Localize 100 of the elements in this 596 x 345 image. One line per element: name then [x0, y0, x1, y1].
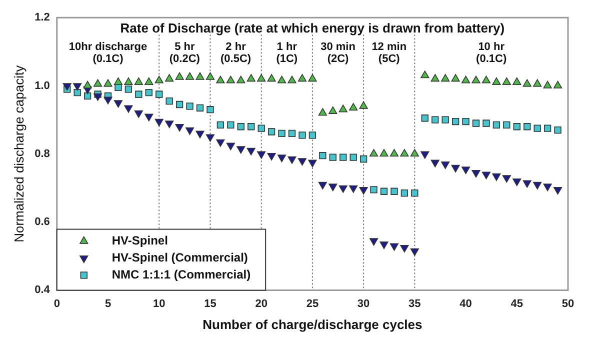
- point: [308, 74, 317, 82]
- point: [154, 76, 164, 84]
- point: [196, 130, 204, 138]
- point: [236, 76, 246, 84]
- point: [216, 76, 225, 84]
- point: [522, 180, 532, 188]
- point: [380, 242, 388, 250]
- point: [196, 104, 204, 112]
- point: [166, 98, 173, 105]
- point: [390, 243, 399, 251]
- point: [144, 114, 154, 122]
- point: [84, 92, 92, 100]
- point: [461, 76, 470, 84]
- point: [512, 178, 522, 186]
- point: [277, 154, 286, 162]
- point: [278, 130, 286, 138]
- point: [430, 160, 440, 168]
- point: [267, 152, 276, 161]
- point: [400, 149, 409, 157]
- point: [308, 132, 316, 139]
- chart-title: Rate of Discharge (rate at which energy is drawn from battery): [120, 20, 505, 36]
- point: [533, 79, 542, 87]
- point: [400, 190, 408, 197]
- point: [196, 72, 204, 80]
- point: [165, 120, 174, 128]
- x-tick-label: 5: [104, 298, 112, 310]
- point: [420, 151, 430, 159]
- point: [124, 77, 133, 85]
- point: [442, 116, 449, 124]
- x-tick-label: 15: [204, 298, 216, 310]
- point: [370, 186, 378, 194]
- annotation: 30 min (2C): [320, 41, 356, 66]
- point: [114, 77, 123, 85]
- point: [410, 248, 419, 256]
- point: [257, 74, 266, 82]
- point: [533, 182, 542, 190]
- point: [513, 123, 520, 130]
- point: [544, 124, 552, 132]
- point: [328, 106, 338, 114]
- point: [400, 244, 409, 253]
- point: [288, 156, 296, 164]
- point: [176, 100, 184, 108]
- point: [461, 166, 470, 174]
- point: [349, 185, 358, 193]
- point: [277, 76, 286, 84]
- point: [298, 74, 307, 82]
- point: [318, 108, 327, 116]
- point: [216, 139, 225, 147]
- point: [492, 121, 500, 129]
- annotation: 1 hr (1C): [276, 41, 298, 66]
- annotation: 10hr discharge (0.1C): [68, 41, 148, 66]
- point: [134, 77, 143, 85]
- point: [340, 154, 347, 161]
- point: [472, 76, 480, 84]
- x-tick-label: 50: [562, 298, 574, 310]
- point: [83, 80, 92, 88]
- point: [503, 121, 510, 129]
- point: [430, 74, 440, 82]
- point: [227, 121, 234, 129]
- point: [175, 124, 184, 132]
- x-tick-label: 40: [460, 298, 472, 310]
- y-tick-label: 0.4: [34, 284, 51, 296]
- point: [206, 134, 215, 142]
- point: [441, 74, 450, 82]
- point: [319, 152, 326, 160]
- point: [492, 77, 501, 85]
- point: [328, 184, 338, 192]
- point: [268, 128, 276, 136]
- point: [524, 123, 531, 130]
- point: [502, 77, 511, 85]
- point: [350, 154, 357, 161]
- annotation: 5 hr (0.2C): [169, 41, 200, 66]
- point: [104, 79, 112, 87]
- point: [124, 86, 132, 93]
- point: [534, 124, 541, 132]
- annotation: 12 min (5C): [372, 41, 407, 66]
- point: [93, 79, 102, 87]
- point: [421, 114, 428, 122]
- point: [369, 238, 378, 246]
- point: [124, 105, 133, 113]
- point: [360, 155, 368, 163]
- point: [522, 79, 532, 87]
- point: [226, 76, 235, 84]
- point: [156, 90, 163, 98]
- point: [288, 130, 296, 138]
- point: [543, 80, 552, 88]
- x-tick-label: 10: [152, 298, 166, 310]
- point: [380, 149, 388, 157]
- point: [257, 151, 266, 159]
- point: [512, 77, 522, 85]
- point: [359, 101, 368, 109]
- point: [451, 164, 460, 172]
- point: [369, 149, 378, 157]
- legend-label: NMC 1:1:1 (Commercial): [112, 268, 251, 282]
- point: [554, 126, 562, 134]
- point: [441, 161, 450, 170]
- point: [237, 123, 244, 130]
- point: [462, 118, 470, 126]
- point: [472, 120, 480, 127]
- y-axis-title: Normalized discharge capacity: [11, 64, 26, 242]
